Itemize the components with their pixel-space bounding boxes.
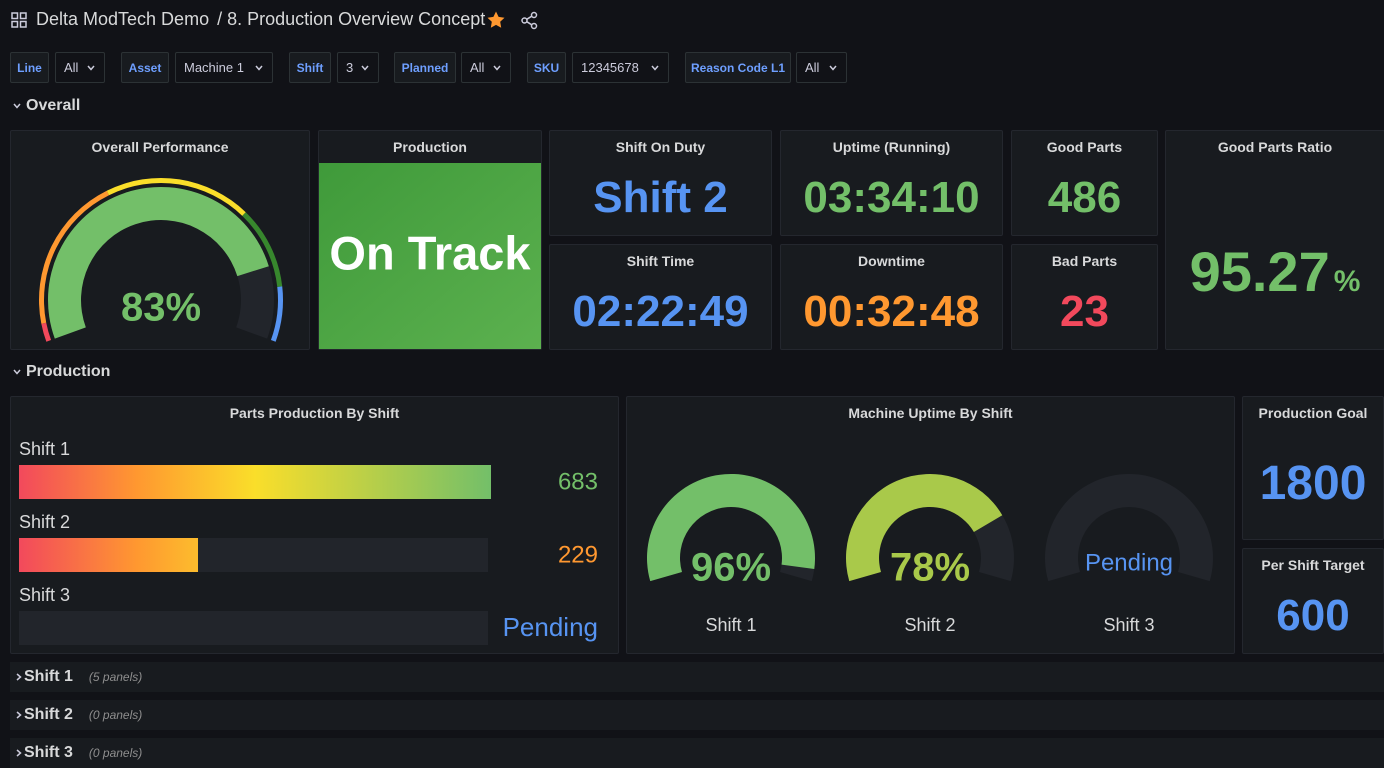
panel: Production bbox=[318, 130, 542, 350]
panel-title: Per Shift Target bbox=[1261, 557, 1365, 573]
panel: Per Shift Target 600 bbox=[1242, 548, 1384, 654]
panel: Uptime (Running) 03:34:10 bbox=[780, 130, 1003, 236]
variable-label: Reason Code L1 bbox=[685, 52, 791, 83]
variable-value: All bbox=[805, 60, 820, 75]
chevron-icon bbox=[16, 673, 22, 681]
stat-value: 600 bbox=[1276, 591, 1350, 640]
stat-value: 02:22:49 bbox=[572, 287, 749, 336]
dashboards-icon[interactable] bbox=[11, 12, 27, 28]
row-title: Overall bbox=[26, 97, 81, 114]
panel-title: Production bbox=[393, 139, 467, 155]
breadcrumb: Delta ModTech Demo / 8. Production Overv… bbox=[36, 9, 485, 30]
variable-dropdown[interactable]: All bbox=[796, 52, 847, 83]
panel: Machine Uptime By Shift bbox=[626, 396, 1235, 654]
variable-label: Line bbox=[10, 52, 49, 83]
panel: Production Goal 1800 bbox=[1242, 396, 1384, 540]
stat-number: 95.27 bbox=[1189, 240, 1330, 303]
stat-value: 00:32:48 bbox=[803, 287, 980, 336]
stat-value: 95.27% bbox=[1166, 161, 1384, 349]
stat-value: 23 bbox=[1060, 287, 1109, 336]
dashboard-folder[interactable]: Delta ModTech Demo bbox=[36, 9, 210, 29]
variable-label: Asset bbox=[121, 52, 169, 83]
chevron-icon bbox=[255, 65, 263, 71]
panel: Shift Time 02:22:49 bbox=[549, 244, 772, 350]
variable-label: Planned bbox=[394, 52, 456, 83]
variable-dropdown[interactable]: 12345678 bbox=[572, 52, 669, 83]
panel-title: Downtime bbox=[858, 253, 925, 269]
stat-value: Shift 2 bbox=[593, 173, 728, 222]
variable-value: 12345678 bbox=[581, 60, 639, 75]
chevron-icon bbox=[16, 711, 22, 719]
variable-label: Shift bbox=[289, 52, 331, 83]
panel: Good Parts Ratio 95.27% bbox=[1165, 130, 1384, 350]
panel: Downtime 00:32:48 bbox=[780, 244, 1003, 350]
row-panel-count: (0 panels) bbox=[88, 746, 143, 760]
panel: Overall Performance bbox=[10, 130, 310, 350]
variable-value: All bbox=[470, 60, 485, 75]
row-title: Shift 2 bbox=[24, 706, 73, 723]
chevron-icon bbox=[16, 749, 22, 757]
variable-value: 3 bbox=[346, 60, 354, 75]
panel-title: Production Goal bbox=[1258, 405, 1368, 421]
panel-title: Uptime (Running) bbox=[832, 139, 951, 155]
row-title: Shift 1 bbox=[24, 668, 73, 685]
chevron-icon bbox=[493, 65, 501, 71]
dashboard-title: / 8. Production Overview Concept bbox=[217, 9, 486, 29]
row-panel-count: (0 panels) bbox=[88, 708, 143, 722]
panel-title: Overall Performance bbox=[91, 139, 229, 155]
collapsed-row[interactable]: Shift 3 (0 panels) bbox=[10, 738, 1384, 768]
chevron-icon bbox=[361, 65, 369, 71]
panel: Shift On Duty Shift 2 bbox=[549, 130, 772, 236]
chevron-icon bbox=[651, 65, 659, 71]
row-title: Production bbox=[26, 363, 111, 380]
variable-label: SKU bbox=[527, 52, 566, 83]
variable-dropdown[interactable]: All bbox=[55, 52, 105, 83]
stat-value: 03:34:10 bbox=[803, 173, 980, 222]
panel-title: Good Parts Ratio bbox=[1217, 139, 1333, 155]
panel: Parts Production By Shift bbox=[10, 396, 619, 654]
variable-dropdown[interactable]: Machine 1 bbox=[175, 52, 273, 83]
row-header[interactable]: Production bbox=[12, 362, 110, 382]
panel-title: Machine Uptime By Shift bbox=[848, 405, 1013, 421]
stat-value: 1800 bbox=[1259, 456, 1367, 510]
share-icon[interactable] bbox=[520, 11, 540, 31]
chevron-icon bbox=[87, 65, 95, 71]
row-panel-count: (5 panels) bbox=[88, 670, 143, 684]
panel: Good Parts 486 bbox=[1011, 130, 1158, 236]
variable-value: All bbox=[64, 60, 79, 75]
stat-value: 486 bbox=[1047, 173, 1122, 222]
row-title: Shift 3 bbox=[24, 744, 73, 761]
row-header[interactable]: Overall bbox=[12, 96, 80, 116]
panel-title: Parts Production By Shift bbox=[229, 405, 400, 421]
variable-dropdown[interactable]: 3 bbox=[337, 52, 379, 83]
panel-title: Bad Parts bbox=[1051, 253, 1118, 269]
panel: Bad Parts 23 bbox=[1011, 244, 1158, 350]
variable-value: Machine 1 bbox=[184, 60, 244, 75]
panel-title: Shift Time bbox=[626, 253, 695, 269]
collapsed-row[interactable]: Shift 2 (0 panels) bbox=[10, 700, 1384, 730]
stat-unit: % bbox=[1333, 265, 1361, 298]
star-icon[interactable] bbox=[486, 10, 506, 30]
chevron-icon bbox=[13, 369, 21, 375]
chevron-icon bbox=[829, 65, 837, 71]
variable-dropdown[interactable]: All bbox=[461, 52, 511, 83]
panel-title: Shift On Duty bbox=[615, 139, 706, 155]
panel-title: Good Parts bbox=[1046, 139, 1123, 155]
chevron-icon bbox=[13, 103, 21, 109]
collapsed-row[interactable]: Shift 1 (5 panels) bbox=[10, 662, 1384, 692]
